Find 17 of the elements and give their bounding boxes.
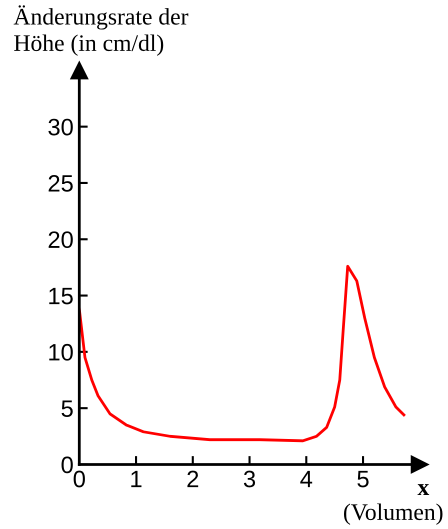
x-tick-label: 1 xyxy=(131,470,142,488)
x-tick-label: 5 xyxy=(357,470,369,488)
x-tick-label: 0 xyxy=(74,470,85,488)
x-tick-label: 3 xyxy=(244,470,256,488)
x-axis-title: x xyxy=(418,484,430,496)
y-tick-label: 20 xyxy=(48,231,73,248)
text: (Volumen) xyxy=(344,503,442,525)
line-series xyxy=(79,264,406,442)
y-tick-label: 30 xyxy=(48,118,73,136)
x-tick-label: 4 xyxy=(300,470,312,488)
y-tick-label: 15 xyxy=(49,288,73,304)
x-tick-label: 2 xyxy=(187,470,198,488)
y-tick-label: 0 xyxy=(62,456,73,474)
y-axis-title: Änderungsrate der Höhe (in cm/dl) xyxy=(14,5,188,56)
y-tick-label: 10 xyxy=(49,344,73,361)
y-tick-label: 5 xyxy=(62,400,73,417)
y-tick-label: 25 xyxy=(48,175,73,192)
